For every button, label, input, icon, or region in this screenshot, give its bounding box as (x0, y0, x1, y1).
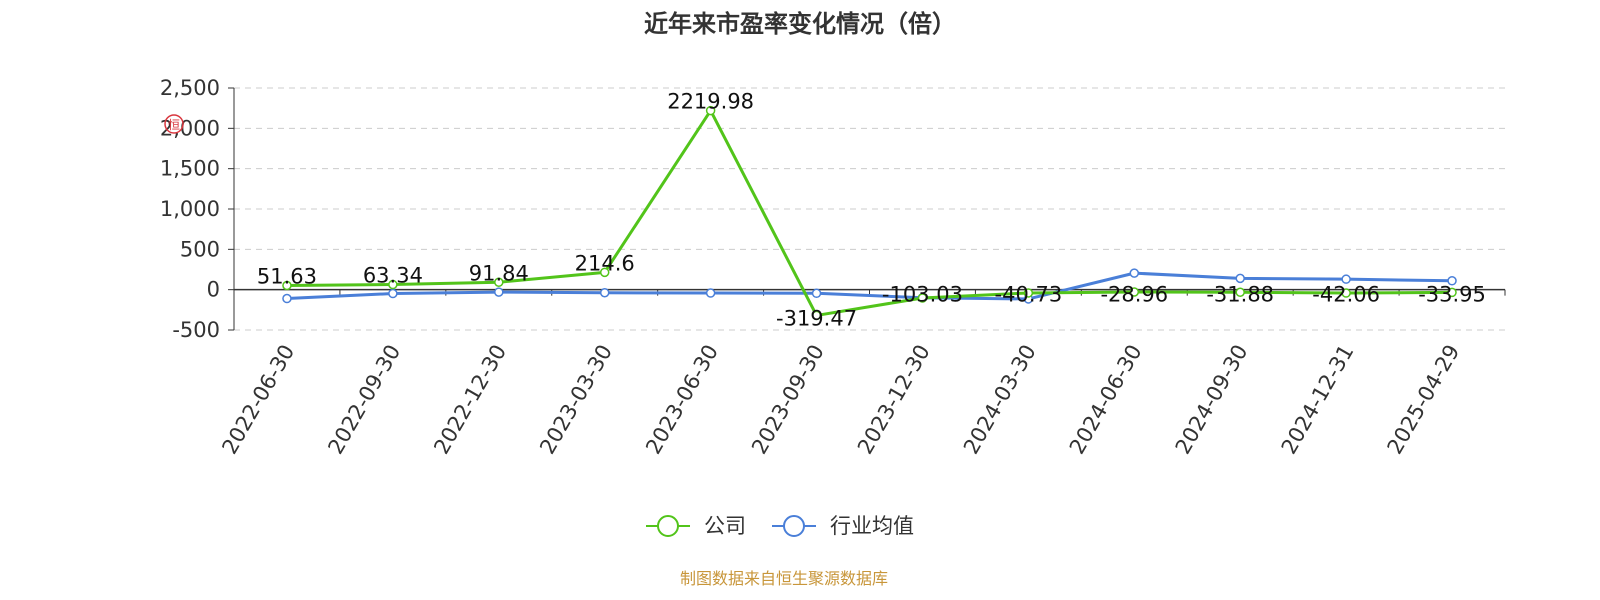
y-tick-label: 0 (207, 278, 220, 302)
svg-text:恒: 恒 (168, 118, 180, 132)
legend-item-company[interactable]: 公司 (646, 514, 746, 538)
company-point (917, 293, 928, 303)
data-label: -40.73 (995, 283, 1063, 307)
y-tick-label: 2,000 (160, 116, 220, 140)
y-tick-label: 1,500 (160, 157, 220, 181)
y-tick-label: -500 (172, 318, 220, 342)
legend: 公司 行业均值 (646, 514, 914, 538)
data-label: 51.63 (257, 265, 317, 289)
industry-point (1447, 276, 1457, 286)
grid-lines (234, 87, 1505, 331)
company-point (599, 267, 610, 278)
x-tick-label: 2024-09-30 (1171, 341, 1253, 459)
x-tick-label: 2023-09-30 (747, 341, 829, 459)
legend-industry-label: 行业均值 (830, 514, 914, 538)
legend-industry-marker (783, 515, 805, 537)
company-point (1341, 288, 1351, 298)
company-point (1023, 288, 1034, 298)
industry-point (388, 288, 398, 299)
legend-item-industry-average[interactable]: 行业均值 (772, 514, 914, 538)
data-label: 214.6 (575, 251, 635, 275)
x-tick-label: 2025-04-29 (1383, 341, 1465, 459)
data-label: 2219.98 (667, 90, 754, 114)
source-note: 制图数据来自恒生聚源数据库 (680, 569, 888, 588)
x-tick-label: 2023-06-30 (641, 341, 723, 459)
legend-company-marker (657, 515, 679, 537)
industry-point (282, 293, 292, 304)
industry-point (811, 288, 822, 299)
data-label: -103.03 (882, 283, 963, 307)
chart-title: 近年来市盈率变化情况（倍） (644, 10, 956, 38)
series-line-company (286, 109, 1453, 317)
x-tick-label: 2023-03-30 (535, 341, 617, 459)
series-lines (282, 105, 1457, 321)
company-point (494, 277, 504, 288)
axes: -500 0 500 1,000 1,500 2,000 2,500 2022-06-30 20… (160, 76, 1506, 459)
data-label: -28.96 (1100, 283, 1168, 307)
company-point (388, 279, 398, 290)
x-tick-label: 2023-12-30 (853, 340, 935, 458)
x-tick-label: 2022-09-30 (323, 341, 405, 459)
x-tick-label: 2022-06-30 (217, 341, 299, 459)
data-label: -31.88 (1206, 283, 1274, 307)
company-point (1129, 287, 1140, 297)
company-point (1447, 287, 1457, 298)
data-label: -319.47 (776, 306, 857, 330)
x-tick-label: 2024-12-31 (1277, 341, 1359, 459)
series-line-industry-average (286, 271, 1453, 301)
y-tick-label: 500 (180, 237, 220, 261)
data-label: 91.84 (469, 261, 529, 285)
industry-point (494, 287, 504, 297)
company-point (282, 280, 292, 291)
data-label: 63.34 (363, 264, 423, 288)
company-point (705, 105, 716, 116)
company-point (1235, 287, 1245, 297)
industry-point (1341, 274, 1351, 284)
industry-point (1235, 273, 1245, 284)
data-label: -42.06 (1312, 283, 1380, 307)
industry-point (705, 288, 716, 298)
company-point (811, 310, 822, 321)
x-tick-label: 2024-06-30 (1065, 341, 1147, 459)
data-labels: 51.63 63.34 91.84 214.6 2219.98 -319.47 -103.0… (257, 90, 1486, 331)
x-tick-label: 2024-03-30 (959, 341, 1041, 459)
legend-company-label: 公司 (704, 514, 746, 538)
watermark-seal: 恒 (164, 114, 184, 134)
y-tick-label: 2,500 (160, 76, 220, 100)
data-label: -33.95 (1418, 283, 1486, 307)
industry-point (1129, 268, 1140, 278)
y-tick-label: 1,000 (160, 197, 220, 221)
industry-point (599, 287, 610, 298)
x-tick-label: 2022-12-30 (429, 340, 511, 458)
